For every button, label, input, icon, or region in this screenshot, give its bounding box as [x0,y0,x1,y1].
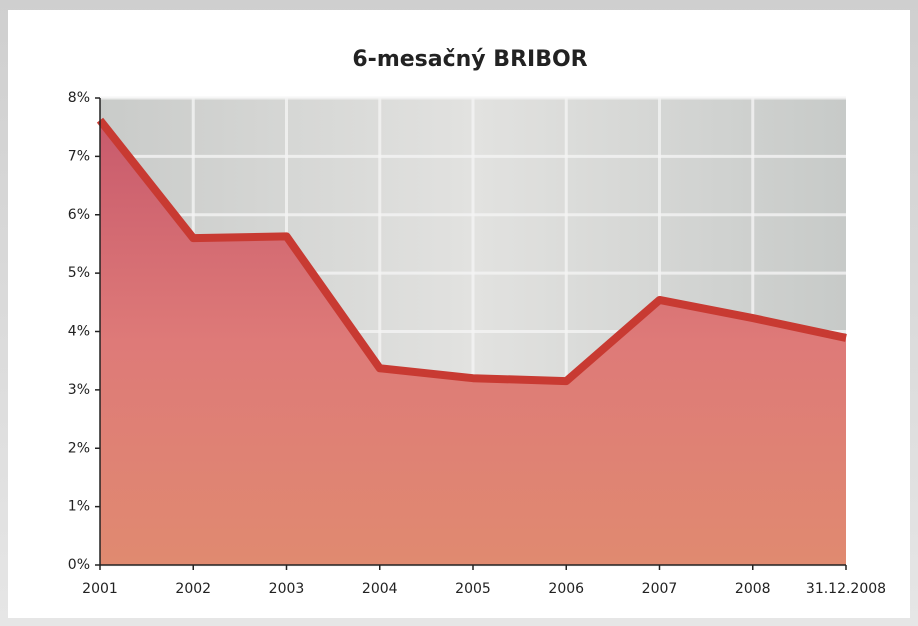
chart-title: 6-mesačný BRIBOR [352,47,587,72]
x-tick-label: 2007 [642,581,678,597]
x-tick-label: 2005 [455,581,491,597]
x-tick-label: 2001 [82,581,118,597]
x-tick-label: 2004 [362,581,398,597]
area [100,120,846,566]
y-tick-label: 4% [68,324,90,340]
line [96,117,847,386]
y-tick-label: 0% [68,557,90,573]
y-tick-label: 8% [68,90,90,106]
x-tick-label: 2008 [735,581,771,597]
y-tick-label: 6% [68,207,90,223]
y-tick-label: 2% [68,440,90,456]
x-tick-label: 2006 [548,581,584,597]
x-tick-label: 2003 [269,581,305,597]
y-tick-label: 1% [68,499,90,515]
y-tick-label: 7% [68,148,90,164]
x-tick-label: 2002 [175,581,211,597]
x-tick-label: 31.12.2008 [806,581,886,597]
y-tick-label: 3% [68,382,90,398]
y-tick-label: 5% [68,265,90,281]
